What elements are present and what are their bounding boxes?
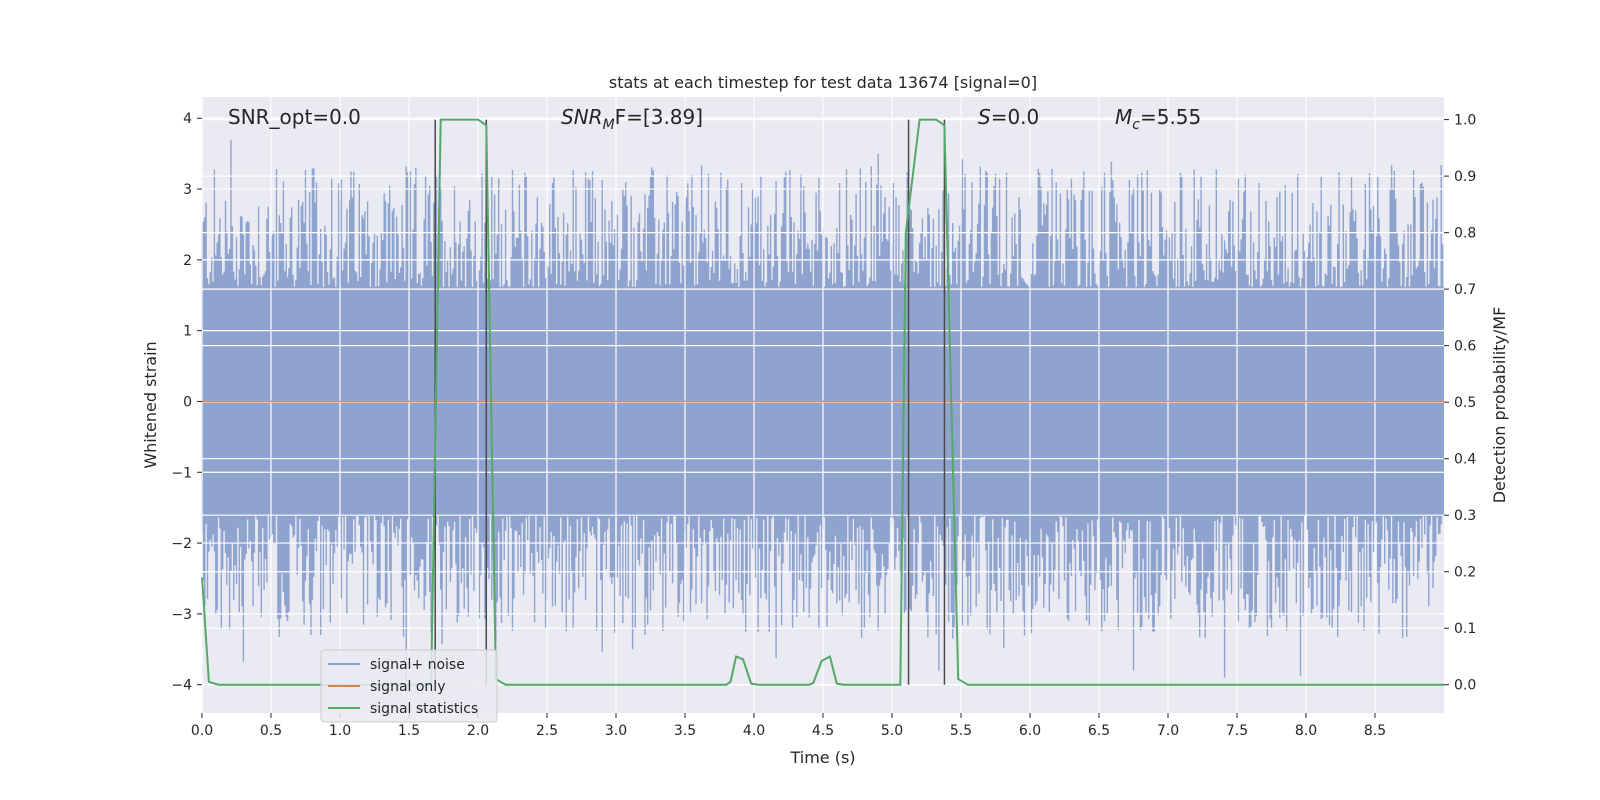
x-tick-label: 7.0: [1157, 723, 1179, 739]
chart-title: stats at each timestep for test data 136…: [609, 73, 1037, 92]
x-tick-label: 7.5: [1226, 723, 1248, 739]
x-tick-label: 0.5: [260, 723, 282, 739]
signal-statistics-line: [201, 118, 1444, 686]
annotation-s-rest: =0.0: [991, 105, 1040, 129]
x-tick-label: 2.0: [467, 723, 489, 739]
signal-statistics-series: [201, 118, 1444, 686]
legend-label-signal-only: signal only: [370, 679, 445, 695]
y-tick-label: 1: [183, 324, 192, 340]
annotation-s-main: S: [978, 105, 991, 129]
y2-ticks: 0.0 0.1 0.2 0.3 0.4 0.5 0.6 0.7 0.8 0.9 1.0: [1444, 113, 1476, 694]
y2-tick-label: 0.9: [1454, 169, 1476, 185]
annotation-snr-mf-sub: M: [603, 117, 615, 133]
y2-tick-label: 1.0: [1454, 113, 1476, 129]
annotation-mc-rest: =5.55: [1140, 105, 1201, 129]
y2-tick-label: 0.5: [1454, 395, 1476, 411]
annotation-snr-opt: SNR_opt=0.0: [228, 105, 361, 129]
x-tick-label: 8.0: [1295, 723, 1317, 739]
y-tick-label: −2: [171, 536, 192, 552]
y2-tick-label: 0.3: [1454, 508, 1476, 524]
y2-tick-label: 0.7: [1454, 282, 1476, 298]
annotation-mc-main: M: [1115, 105, 1132, 129]
x-tick-label: 5.0: [881, 723, 903, 739]
annotation-snr-mf-main: SNR: [561, 105, 603, 129]
annotation-mc: Mc=5.55: [1115, 105, 1201, 133]
x-tick-label: 3.5: [674, 723, 696, 739]
x-tick-label: 3.0: [605, 723, 627, 739]
y-tick-label: 3: [183, 182, 192, 198]
x-tick-label: 8.5: [1364, 723, 1386, 739]
annotation-mc-sub: c: [1132, 117, 1140, 133]
x-tick-label: 6.5: [1088, 723, 1110, 739]
y-tick-label: 4: [183, 111, 192, 127]
annotation-snr-mf-rest: F=[3.89]: [615, 105, 703, 129]
y2-tick-label: 0.1: [1454, 621, 1476, 637]
legend-label-signal-noise: signal+ noise: [370, 657, 465, 673]
y-tick-label: −4: [171, 678, 192, 694]
annotation-s: S=0.0: [978, 105, 1039, 129]
y2-tick-label: 0.6: [1454, 339, 1476, 355]
y-tick-label: 2: [183, 253, 192, 269]
x-tick-label: 1.5: [398, 723, 420, 739]
y2-tick-label: 0.2: [1454, 565, 1476, 581]
vertical-lines: [434, 119, 946, 685]
y2-tick-label: 0.0: [1454, 678, 1476, 694]
x-tick-label: 1.0: [329, 723, 351, 739]
y2-tick-label: 0.8: [1454, 226, 1476, 242]
y2-tick-label: 0.4: [1454, 452, 1476, 468]
x-tick-label: 6.0: [1019, 723, 1041, 739]
y-axis-label: Whitened strain: [141, 341, 160, 468]
x-tick-label: 0.0: [191, 723, 213, 739]
y2-axis-label: Detection probability/MF: [1490, 307, 1509, 504]
y-ticks: −4 −3 −2 −1 0 1 2 3 4: [171, 111, 202, 694]
annotation-snr-mf: SNRMF=[3.89]: [561, 105, 703, 133]
legend-box: [320, 649, 498, 723]
x-tick-label: 5.5: [950, 723, 972, 739]
legend: signal+ noise signal only signal statist…: [320, 649, 498, 723]
legend-label-signal-statistics: signal statistics: [370, 701, 478, 717]
x-tick-label: 4.5: [812, 723, 834, 739]
y-tick-label: −1: [171, 465, 192, 481]
x-tick-label: 2.5: [536, 723, 558, 739]
y-tick-label: −3: [171, 607, 192, 623]
x-axis-label: Time (s): [789, 748, 855, 767]
x-tick-label: 4.0: [743, 723, 765, 739]
x-ticks: 0.0 0.5 1.0 1.5 2.0 2.5 3.0 3.5 4.0 4.5 5.0 5.5 6.0 6…: [191, 713, 1386, 739]
y-tick-label: 0: [183, 394, 192, 410]
